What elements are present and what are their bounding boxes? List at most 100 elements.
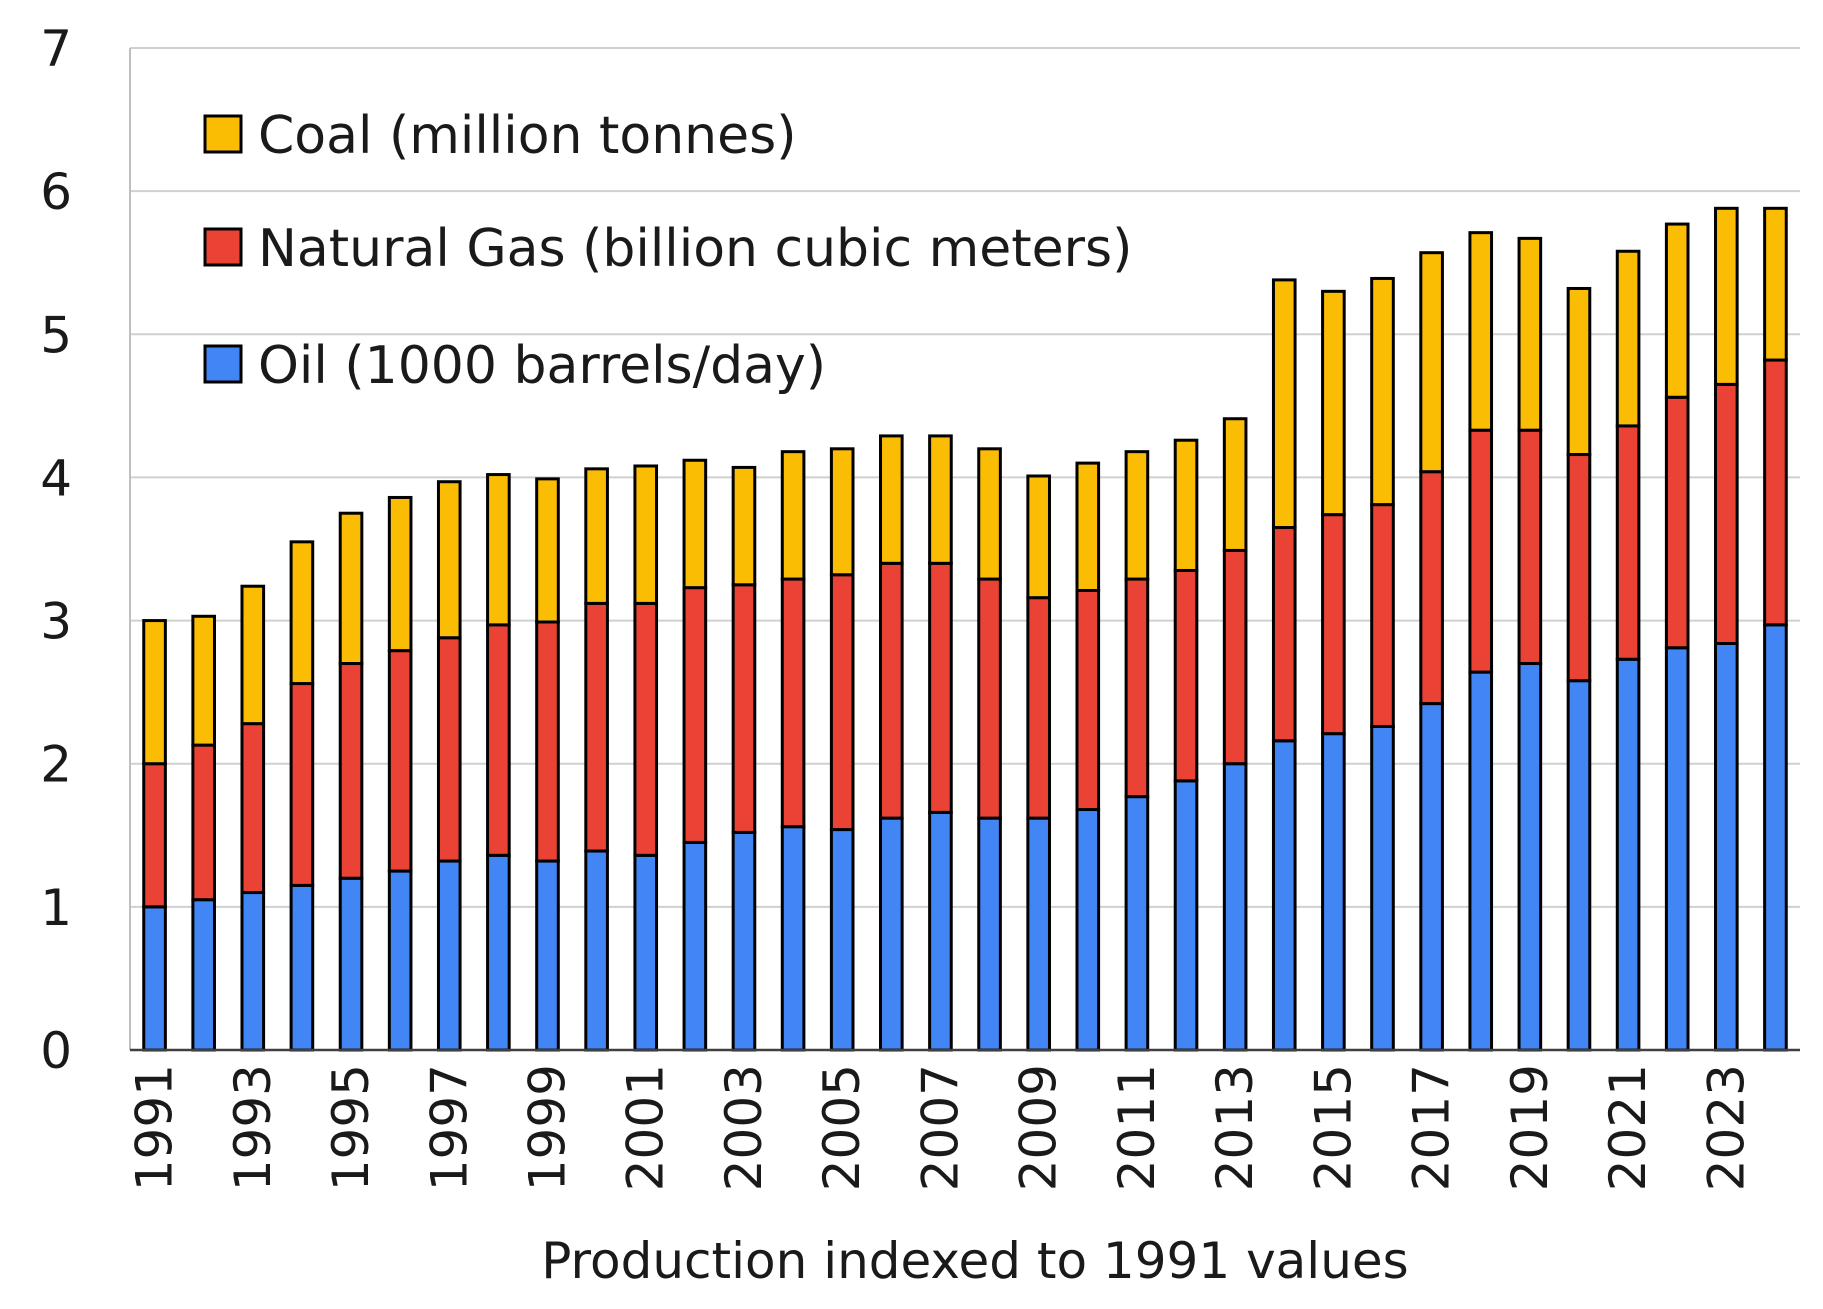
bar-segment <box>1026 816 1051 1052</box>
bar-segment <box>977 816 1002 1052</box>
bar-segment <box>240 722 266 895</box>
bar-segment <box>977 447 1002 581</box>
bar-segment <box>682 458 708 590</box>
bar-segment <box>1321 732 1346 1052</box>
bar-segment <box>731 583 757 834</box>
bar-segment <box>1763 206 1788 362</box>
x-tick-label: 2001 <box>617 1064 675 1191</box>
bar-segment <box>829 828 855 1052</box>
x-tick-label: 2021 <box>1599 1064 1657 1191</box>
y-tick-label: 3 <box>40 593 72 651</box>
bar-segment <box>240 891 266 1052</box>
bar-segment <box>1173 779 1199 1052</box>
y-tick-label: 7 <box>40 20 72 78</box>
bar-segment <box>1026 596 1051 820</box>
bar-segment <box>879 816 904 1052</box>
bar-segment <box>780 825 806 1052</box>
bar-segment <box>436 636 462 863</box>
bar-segment <box>780 577 806 829</box>
bar-segment <box>1664 646 1690 1052</box>
bar-segment <box>1419 470 1444 706</box>
bar-segment <box>1615 249 1641 428</box>
bar-segment <box>289 540 315 686</box>
bar-segment <box>1714 206 1739 386</box>
bar-segment <box>977 577 1002 820</box>
y-tick-label: 5 <box>40 306 72 364</box>
bar-segment <box>1664 395 1690 650</box>
bar-segment <box>1075 461 1101 593</box>
bar-segment <box>1222 762 1248 1052</box>
bar-segment <box>879 434 904 565</box>
y-tick-label: 2 <box>40 736 72 794</box>
bar-segment <box>584 849 609 1052</box>
x-tick-label: 2013 <box>1206 1064 1264 1191</box>
bar-segment <box>486 853 511 1052</box>
y-tick-labels: 0 1 2 3 4 5 6 7 <box>40 20 72 1080</box>
bar-segment <box>1124 577 1150 799</box>
bar-segment <box>584 601 609 853</box>
y-tick-label: 1 <box>40 879 72 937</box>
bar-segment <box>1173 438 1199 572</box>
legend: Coal (million tonnes) Natural Gas (billio… <box>203 106 1132 396</box>
x-axis-title: Production indexed to 1991 values <box>541 1232 1408 1290</box>
bar-segment <box>633 853 659 1052</box>
bar-segment <box>1468 670 1494 1052</box>
bar-segment <box>1714 641 1739 1052</box>
bar-segment <box>387 495 413 653</box>
bar-segment <box>191 898 216 1052</box>
bar-segment <box>338 662 364 880</box>
legend-label: Coal (million tonnes) <box>258 106 796 166</box>
bar-segment <box>682 586 708 844</box>
bar-segment <box>1517 236 1543 432</box>
bar-segment <box>1566 679 1592 1052</box>
bar-segment <box>387 649 413 873</box>
legend-swatch <box>203 227 243 267</box>
bar-segment <box>1468 428 1494 674</box>
legend-swatch <box>203 344 243 384</box>
bar-segment <box>1517 428 1543 666</box>
bar-segment <box>338 876 364 1052</box>
bar-segment <box>633 464 659 605</box>
bar-segment <box>1664 222 1690 399</box>
bar-segment <box>240 584 266 726</box>
bar-segment <box>1026 474 1051 600</box>
x-tick-label: 2003 <box>715 1064 773 1191</box>
bar-segment <box>1615 657 1641 1052</box>
bar-segment <box>1468 231 1494 432</box>
bar-segment <box>829 447 855 577</box>
bar-segment <box>1075 589 1101 812</box>
bar-segment <box>1370 503 1395 728</box>
bar-segment <box>1370 724 1395 1052</box>
bar-segment <box>289 682 315 887</box>
bar-segment <box>486 473 511 627</box>
bar-segment <box>142 619 167 766</box>
bar-segment <box>731 465 757 587</box>
bar-segment <box>387 869 413 1052</box>
x-tick-label: 2019 <box>1501 1064 1559 1191</box>
bar-segment <box>1615 424 1641 661</box>
x-tick-label: 1997 <box>420 1064 478 1191</box>
x-tick-label: 2023 <box>1697 1064 1755 1191</box>
bar-segment <box>1763 623 1788 1052</box>
y-tick-label: 0 <box>40 1022 72 1080</box>
bar-segment <box>535 620 560 863</box>
bar-segment <box>1222 417 1248 552</box>
bar-segment <box>535 477 560 624</box>
bar-segment <box>142 905 167 1052</box>
y-tick-label: 4 <box>40 449 72 507</box>
bar-segment <box>1271 526 1297 743</box>
bar-segment <box>1321 513 1346 736</box>
bar-segment <box>1222 548 1248 766</box>
bar-segment <box>1517 662 1543 1052</box>
x-tick-label: 1993 <box>224 1064 282 1191</box>
bar-segment <box>1321 289 1346 517</box>
bar-segment <box>879 561 904 820</box>
legend-swatch <box>203 114 243 154</box>
legend-label: Natural Gas (billion cubic meters) <box>258 219 1132 279</box>
bar-segment <box>1419 251 1444 474</box>
x-tick-label: 2009 <box>1010 1064 1068 1191</box>
bar-segment <box>584 467 609 605</box>
bar-segment <box>928 434 953 565</box>
